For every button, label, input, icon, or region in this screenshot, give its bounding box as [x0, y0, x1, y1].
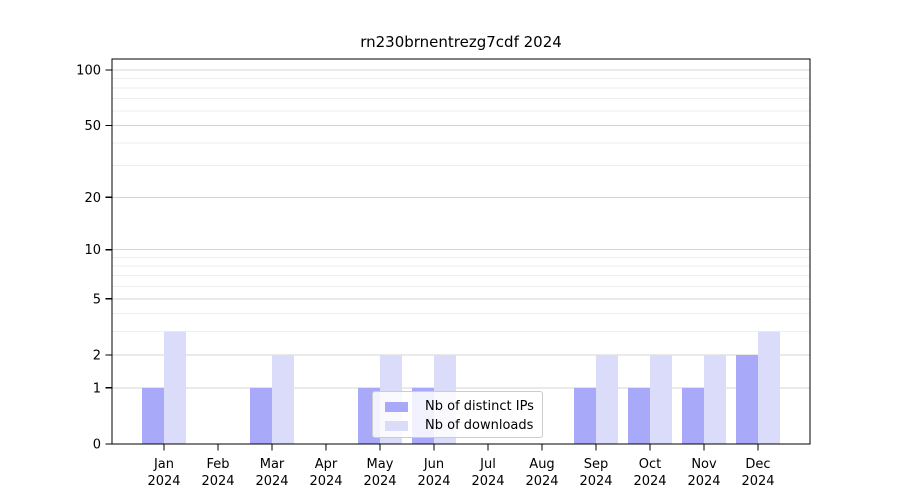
x-tick-label-month: Apr — [315, 457, 338, 472]
y-tick-label: 5 — [93, 292, 101, 307]
bar-distinct-ips-oct — [628, 387, 650, 444]
x-tick-label-month: May — [367, 457, 394, 472]
x-tick-label-year: 2024 — [525, 474, 558, 489]
x-tick-label-month: Nov — [691, 457, 717, 472]
legend-item-downloads: Nb of downloads — [385, 416, 542, 435]
y-tick-label: 10 — [84, 243, 101, 258]
x-tick-label-year: 2024 — [633, 474, 666, 489]
x-tick-label-year: 2024 — [579, 474, 612, 489]
y-tick-label: 1 — [93, 381, 101, 396]
x-tick-label-year: 2024 — [471, 474, 504, 489]
y-tick-label: 50 — [84, 119, 101, 134]
x-tick-label-month: Aug — [529, 457, 554, 472]
y-tick-label: 0 — [93, 438, 101, 453]
chart-title: rn230brnentrezg7cdf 2024 — [360, 33, 562, 51]
x-tick-label-month: Feb — [206, 457, 229, 472]
bar-downloads-nov — [704, 354, 726, 444]
bar-downloads-mar — [272, 354, 294, 444]
x-tick-label-month: Oct — [639, 457, 661, 472]
x-tick-label-year: 2024 — [201, 474, 234, 489]
bar-distinct-ips-sep — [574, 387, 596, 444]
x-tick-label-month: Dec — [745, 457, 770, 472]
x-tick-label-year: 2024 — [147, 474, 180, 489]
x-tick-label-month: Mar — [260, 457, 285, 472]
bar-downloads-jan — [164, 331, 186, 444]
x-tick-label-year: 2024 — [309, 474, 342, 489]
bar-downloads-dec — [758, 331, 780, 444]
x-tick-label-month: Jan — [153, 457, 174, 472]
x-tick-label-year: 2024 — [417, 474, 450, 489]
y-tick-label: 20 — [84, 191, 101, 206]
legend-label-downloads: Nb of downloads — [425, 418, 534, 433]
x-tick-label-month: Jun — [423, 457, 444, 472]
y-tick-label: 2 — [93, 348, 101, 363]
legend-swatch-downloads — [385, 420, 408, 431]
legend-swatch-distinct-ips — [385, 401, 408, 412]
bar-downloads-sep — [596, 354, 618, 444]
legend-label-distinct-ips: Nb of distinct IPs — [425, 399, 534, 414]
x-tick-label-month: Jul — [479, 457, 496, 472]
plot-frame — [111, 58, 811, 445]
bar-distinct-ips-mar — [250, 387, 272, 444]
legend: Nb of distinct IPs Nb of downloads — [372, 391, 543, 438]
x-tick-label-year: 2024 — [363, 474, 396, 489]
bar-downloads-oct — [650, 354, 672, 444]
x-tick-label-year: 2024 — [255, 474, 288, 489]
x-tick-label-month: Sep — [584, 457, 609, 472]
x-tick-label-year: 2024 — [687, 474, 720, 489]
bar-distinct-ips-nov — [682, 387, 704, 444]
x-tick-label-year: 2024 — [741, 474, 774, 489]
bar-distinct-ips-jan — [142, 387, 164, 444]
legend-item-distinct-ips: Nb of distinct IPs — [385, 397, 542, 416]
bar-distinct-ips-dec — [736, 354, 758, 444]
y-tick-label: 100 — [76, 63, 101, 78]
